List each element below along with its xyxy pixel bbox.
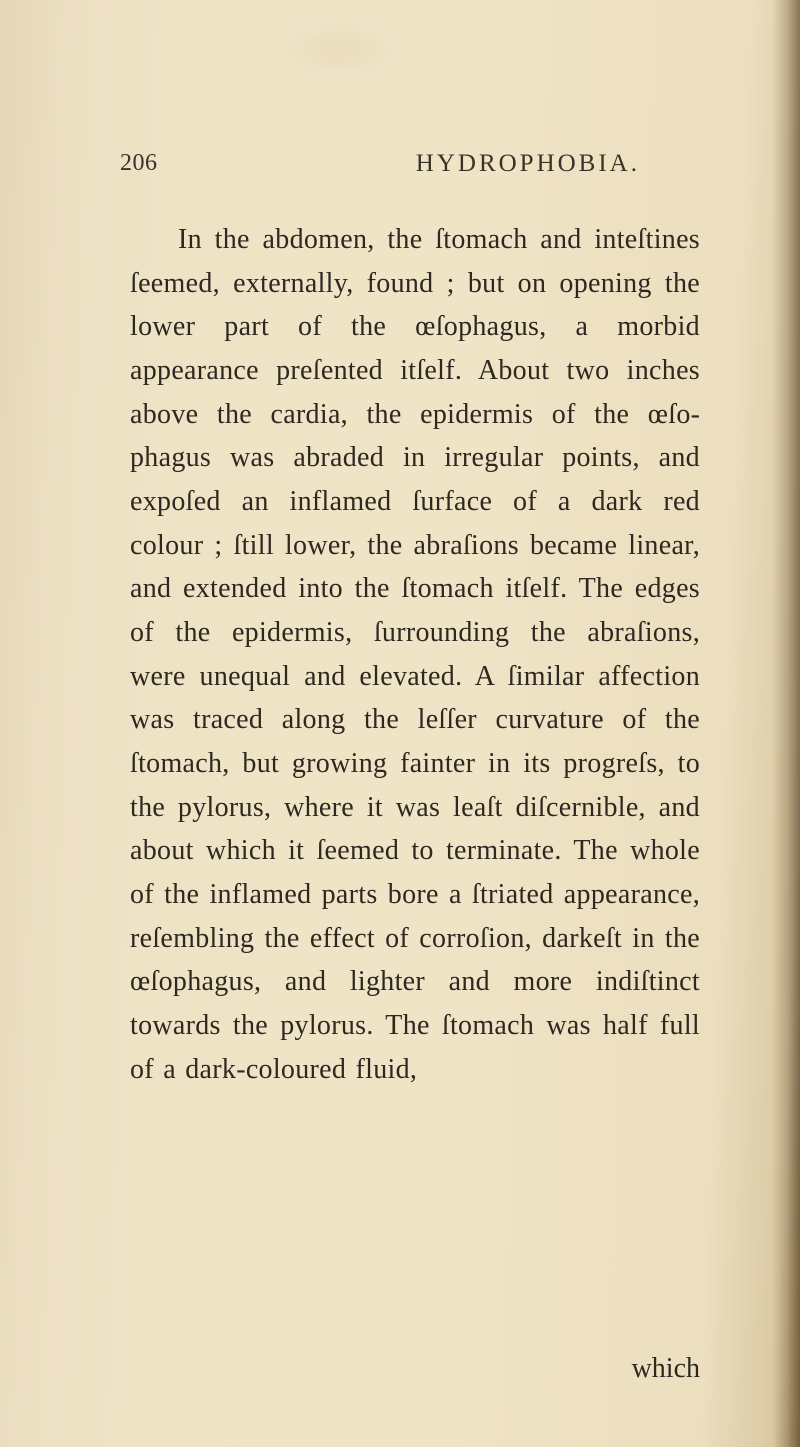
catchword: which xyxy=(632,1353,700,1385)
page-number: 206 xyxy=(120,150,158,177)
scanned-page: 206 HYDROPHOBIA. In the abdomen, the ſto… xyxy=(0,0,800,1447)
body-text: In the abdomen, the ſtomach and inteſtin… xyxy=(130,218,700,1091)
paper-stain xyxy=(280,20,400,80)
page-edge-shadow xyxy=(772,0,800,1447)
running-title: HYDROPHOBIA. xyxy=(416,150,640,178)
